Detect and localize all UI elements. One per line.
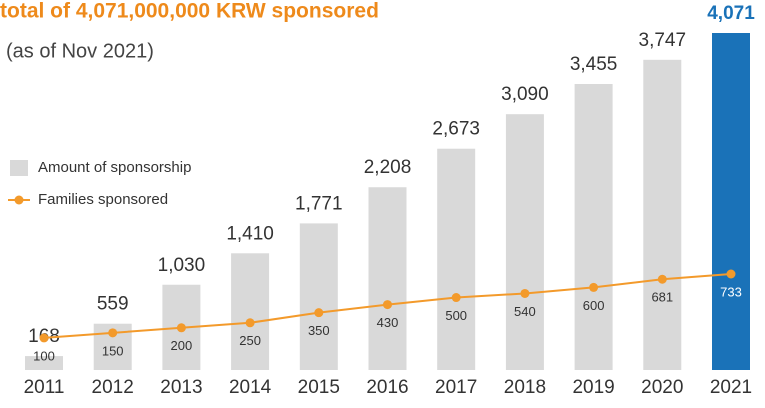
x-tick-label: 2017	[435, 377, 477, 398]
bar-value-label: 2,673	[432, 119, 480, 140]
line-point	[39, 333, 49, 343]
bar-value-label: 3,747	[639, 30, 687, 51]
bar-value-label: 4,071	[707, 3, 755, 24]
x-tick-label: 2019	[572, 377, 614, 398]
line-value-label: 733	[720, 284, 742, 299]
line-value-label: 681	[651, 290, 673, 305]
bar-value-label: 559	[97, 294, 129, 315]
x-tick-label: 2020	[641, 377, 683, 398]
x-tick-label: 2016	[366, 377, 408, 398]
line-point	[176, 323, 186, 333]
line-value-label: 600	[583, 298, 605, 313]
legend-swatch	[10, 160, 28, 176]
legend-label: Amount of sponsorship	[38, 159, 191, 176]
legend-swatch	[14, 195, 24, 205]
line-point	[383, 300, 392, 310]
legend-label: Families sponsored	[38, 191, 168, 208]
line-value-label: 540	[514, 304, 536, 319]
bar-value-label: 3,090	[501, 84, 549, 105]
bar	[231, 253, 270, 370]
bar	[25, 356, 63, 370]
x-tick-label: 2012	[92, 377, 134, 398]
x-tick-label: 2013	[160, 377, 202, 398]
x-tick-label: 2018	[504, 377, 546, 398]
line-value-label: 200	[171, 338, 193, 353]
line-value-label: 100	[33, 348, 55, 363]
bar	[299, 223, 338, 370]
bar	[368, 187, 407, 370]
x-tick-label: 2014	[229, 377, 272, 398]
bar-value-label: 1,030	[158, 255, 206, 276]
bar-value-label: 3,455	[570, 54, 618, 75]
line-point	[108, 328, 118, 338]
line-value-label: 430	[377, 315, 399, 330]
bar-value-label: 1,771	[295, 193, 343, 214]
line-value-label: 500	[445, 308, 467, 323]
bar	[505, 114, 544, 370]
line-point	[657, 274, 667, 284]
line-point	[314, 308, 324, 318]
x-tick-label: 2015	[298, 377, 340, 398]
line-point	[589, 282, 599, 292]
chart-subtitle: (as of Nov 2021)	[6, 40, 154, 62]
line-value-label: 250	[239, 333, 261, 348]
line-value-label: 150	[102, 343, 124, 358]
bar	[643, 59, 682, 371]
x-tick-label: 2021	[710, 377, 752, 398]
line-point	[451, 293, 461, 303]
x-tick-label: 2011	[24, 377, 65, 398]
line-value-label: 350	[308, 323, 330, 338]
line-point	[245, 318, 255, 328]
bar	[437, 148, 476, 370]
chart-title: total of 4,071,000,000 KRW sponsored	[0, 0, 379, 23]
bar	[712, 33, 750, 370]
bar	[574, 83, 613, 371]
bar-value-label: 1,410	[226, 223, 274, 244]
line-point	[520, 288, 530, 298]
line-point	[726, 269, 736, 279]
bar-value-label: 2,208	[364, 157, 412, 178]
